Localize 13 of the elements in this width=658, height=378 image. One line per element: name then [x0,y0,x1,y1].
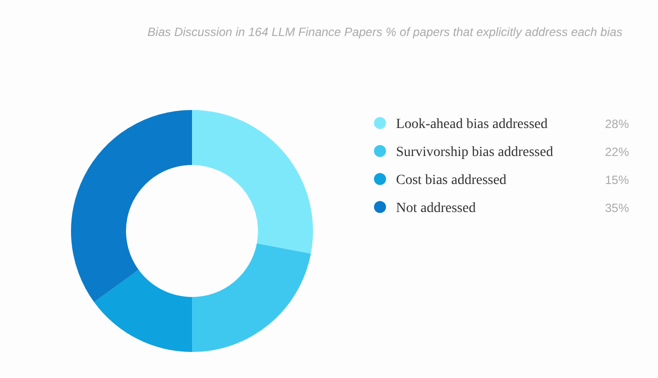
data-label: 28% [604,117,630,131]
legend-label: Not addressed [396,201,476,216]
data-label: 35% [604,201,630,215]
donut-slice [192,243,311,352]
legend-label: Cost bias addressed [396,173,506,188]
donut-slice [71,110,192,302]
donut-slice [192,110,313,254]
legend-label: Look-ahead bias addressed [396,117,548,132]
legend-label: Survivorship bias addressed [396,145,554,160]
data-label: 15% [604,173,630,187]
donut-slice [94,270,192,352]
chart-title: Bias Discussion in 164 LLM Finance Papers % of papers that explicitly address each bias [148,25,622,39]
data-label: 22% [604,145,630,159]
